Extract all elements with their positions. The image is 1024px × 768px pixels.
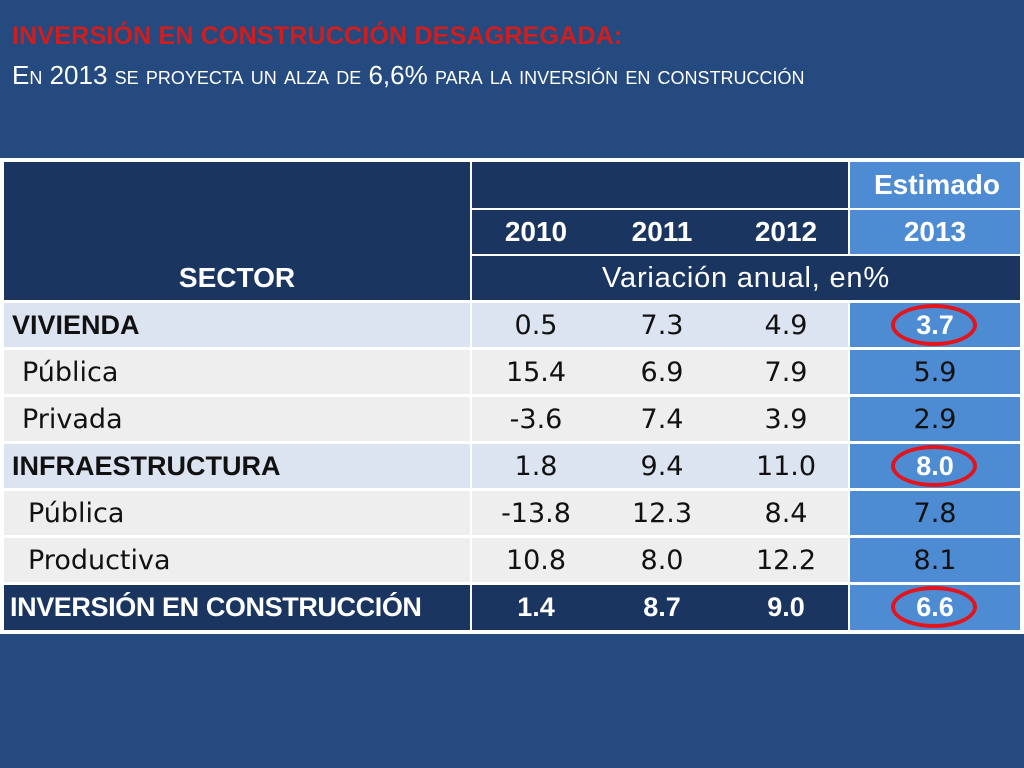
sector-header-block: SECTOR — [4, 162, 470, 300]
cell-inversion-2012: 9.0 — [724, 585, 848, 630]
cell-infraestructura-2010: 1.8 — [472, 444, 600, 488]
year-header-2010: 2010 — [472, 210, 600, 254]
cell-vivienda-2011: 7.3 — [600, 303, 724, 347]
estimado-header: Estimado — [850, 162, 1020, 208]
cell-infraestructura-publica-2013: 7.8 — [850, 491, 1020, 535]
cell-infraestructura-2012: 11.0 — [724, 444, 848, 488]
cell-infraestructura-productiva-2013: 8.1 — [850, 538, 1020, 582]
cell-inversion-2010: 1.4 — [472, 585, 600, 630]
cell-vivienda-publica-2013: 5.9 — [850, 350, 1020, 394]
row-label-infraestructura: INFRAESTRUCTURA — [4, 444, 470, 488]
highlight-circle-vivienda-2013 — [891, 304, 977, 346]
year-header-2013: 2013 — [850, 210, 1020, 254]
year-header-2012: 2012 — [724, 210, 848, 254]
slide-subtitle: En 2013 se proyecta un alza de 6,6% para… — [12, 60, 805, 90]
cell-vivienda-privada-2011: 7.4 — [600, 397, 724, 441]
header-blank — [472, 162, 848, 208]
cell-vivienda-publica-2012: 7.9 — [724, 350, 848, 394]
cell-infraestructura-productiva-2011: 8.0 — [600, 538, 724, 582]
cell-vivienda-privada-2012: 3.9 — [724, 397, 848, 441]
header-divider-2 — [470, 254, 850, 256]
cell-vivienda-2010: 0.5 — [472, 303, 600, 347]
year-header-2011: 2011 — [600, 210, 724, 254]
cell-vivienda-publica-2011: 6.9 — [600, 350, 724, 394]
highlight-circle-inversion-2013 — [891, 586, 977, 628]
cell-infraestructura-productiva-2010: 10.8 — [472, 538, 600, 582]
row-label-vivienda: VIVIENDA — [4, 303, 470, 347]
cell-vivienda-2012: 4.9 — [724, 303, 848, 347]
row-label-vivienda-publica: Pública — [4, 350, 470, 394]
cell-vivienda-privada-2013: 2.9 — [850, 397, 1020, 441]
row-label-vivienda-privada: Privada — [4, 397, 470, 441]
cell-infraestructura-productiva-2012: 12.2 — [724, 538, 848, 582]
sector-header: SECTOR — [178, 262, 296, 293]
row-label-inversion-construccion: INVERSIÓN EN CONSTRUCCIÓN — [4, 585, 470, 630]
slide-title: INVERSIÓN EN CONSTRUCCIÓN DESAGREGADA: — [12, 22, 623, 50]
cell-infraestructura-publica-2012: 8.4 — [724, 491, 848, 535]
cell-infraestructura-publica-2010: -13.8 — [472, 491, 600, 535]
variation-header: Variación anual, en% — [472, 256, 1020, 300]
cell-infraestructura-2011: 9.4 — [600, 444, 724, 488]
header-divider-1 — [470, 208, 850, 210]
cell-inversion-2011: 8.7 — [600, 585, 724, 630]
row-label-infraestructura-productiva: Productiva — [4, 538, 470, 582]
row-label-infraestructura-publica: Pública — [4, 491, 470, 535]
highlight-circle-infraestructura-2013 — [891, 445, 977, 487]
cell-infraestructura-publica-2011: 12.3 — [600, 491, 724, 535]
cell-vivienda-publica-2010: 15.4 — [472, 350, 600, 394]
cell-vivienda-privada-2010: -3.6 — [472, 397, 600, 441]
construction-investment-table: SECTOR Estimado 2010 2011 2012 2013 Vari… — [0, 158, 1024, 634]
